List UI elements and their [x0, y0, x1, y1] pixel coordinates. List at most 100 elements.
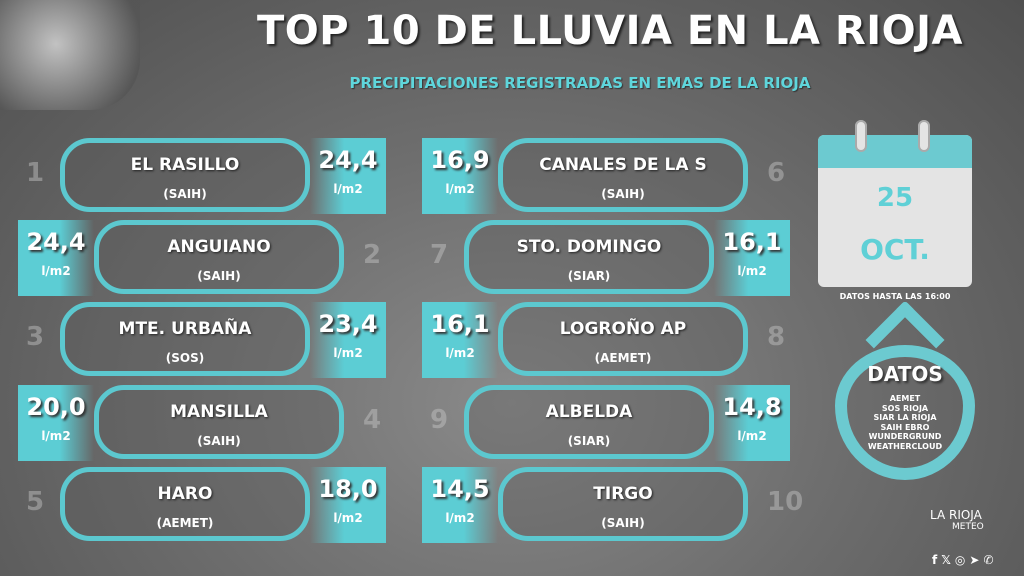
value-box: 18,0 l/m2 [310, 467, 386, 543]
station-card: CANALES DE LA S (SAIH) [498, 138, 748, 212]
source-item: SIAR LA RIOJA [873, 413, 937, 422]
value-box: 14,8 l/m2 [714, 385, 790, 461]
rain-value: 16,1 [430, 310, 490, 338]
ranking-row: 7 16,1 l/m2 STO. DOMINGO (SIAR) [422, 220, 792, 296]
calendar-ring [918, 120, 930, 152]
value-box: 24,4 l/m2 [18, 220, 94, 296]
source-item: SOS RIOJA [881, 403, 929, 413]
station-name: ALBELDA [545, 402, 633, 422]
station-name: CANALES DE LA S [539, 155, 707, 175]
rain-unit: l/m2 [333, 346, 363, 360]
rain-unit: l/m2 [445, 182, 475, 196]
telegram-icon[interactable]: ➤ [969, 553, 984, 567]
station-source: (SAIH) [197, 434, 241, 448]
rain-unit: l/m2 [445, 346, 475, 360]
logo: LA RIOJA METEO [930, 508, 984, 532]
rain-unit: l/m2 [737, 264, 767, 278]
x-icon[interactable]: 𝕏 [941, 553, 955, 567]
rain-value: 16,1 [722, 228, 782, 256]
rain-unit: l/m2 [41, 264, 71, 278]
rank-number: 6 [767, 158, 786, 188]
ranking-row: 1 24,4 l/m2 EL RASILLO (SAIH) [18, 138, 388, 214]
rank-number: 2 [363, 240, 382, 270]
rain-cloud-image [0, 0, 140, 110]
rank-number: 4 [363, 405, 382, 435]
whatsapp-icon[interactable]: ✆ [983, 553, 998, 567]
station-source: (AEMET) [594, 351, 652, 365]
value-box: 16,1 l/m2 [714, 220, 790, 296]
value-box: 16,1 l/m2 [422, 302, 498, 378]
station-source: (AEMET) [156, 516, 214, 530]
ranking-row: 5 18,0 l/m2 HARO (AEMET) [18, 467, 388, 543]
rain-value: 14,8 [722, 393, 782, 421]
station-card: TIRGO (SAIH) [498, 467, 748, 541]
page-subtitle: PRECIPITACIONES REGISTRADAS EN EMAS DE L… [349, 74, 811, 92]
value-box: 14,5 l/m2 [422, 467, 498, 543]
station-card: EL RASILLO (SAIH) [60, 138, 310, 212]
instagram-icon[interactable]: ◎ [954, 553, 970, 567]
rain-unit: l/m2 [41, 429, 71, 443]
station-source: (SOS) [165, 351, 205, 365]
data-time-note: DATOS HASTA LAS 16:00 [839, 292, 951, 301]
station-name: MTE. URBAÑA [118, 319, 252, 339]
station-card: HARO (AEMET) [60, 467, 310, 541]
rank-number: 10 [767, 487, 804, 517]
rain-value: 18,0 [318, 475, 378, 503]
source-item: WUNDERGRUND [868, 432, 942, 441]
rain-value: 16,9 [430, 146, 490, 174]
ranking-row: 10 14,5 l/m2 TIRGO (SAIH) [422, 467, 803, 543]
sources-title: DATOS [867, 362, 943, 386]
station-source: (SAIH) [197, 269, 241, 283]
station-source: (SAIH) [601, 516, 645, 530]
rank-number: 1 [26, 158, 45, 188]
rain-unit: l/m2 [333, 511, 363, 525]
rain-value: 24,4 [318, 146, 378, 174]
ranking-row: 8 16,1 l/m2 LOGROÑO AP (AEMET) [422, 302, 792, 378]
station-source: (SAIH) [163, 187, 207, 201]
rank-number: 3 [26, 322, 45, 352]
social-links: f𝕏◎➤✆ [932, 553, 998, 567]
station-name: EL RASILLO [130, 155, 240, 175]
sources-list: AEMET SOS RIOJA SIAR LA RIOJA SAIH EBRO … [835, 394, 975, 451]
station-name: ANGUIANO [167, 237, 271, 257]
ranking-row: 2 24,4 l/m2 ANGUIANO (SAIH) [18, 220, 388, 296]
facebook-icon[interactable]: f [932, 553, 942, 567]
logo-sub: METEO [952, 522, 984, 532]
source-item: AEMET [889, 394, 921, 403]
station-name: HARO [157, 484, 213, 504]
station-card: ALBELDA (SIAR) [464, 385, 714, 459]
rank-number: 5 [26, 487, 45, 517]
calendar-month: OCT. [860, 233, 930, 266]
ranking-row: 9 14,8 l/m2 ALBELDA (SIAR) [422, 385, 792, 461]
rain-value: 24,4 [26, 228, 86, 256]
station-card: MTE. URBAÑA (SOS) [60, 302, 310, 376]
station-card: STO. DOMINGO (SIAR) [464, 220, 714, 294]
rank-number: 9 [430, 405, 449, 435]
ranking-row: 4 20,0 l/m2 MANSILLA (SAIH) [18, 385, 388, 461]
station-name: STO. DOMINGO [516, 237, 662, 257]
station-card: ANGUIANO (SAIH) [94, 220, 344, 294]
station-source: (SAIH) [601, 187, 645, 201]
calendar: 25 OCT. [818, 135, 972, 287]
page-title: TOP 10 DE LLUVIA EN LA RIOJA [257, 8, 963, 54]
rank-number: 7 [430, 240, 449, 270]
value-box: 16,9 l/m2 [422, 138, 498, 214]
rank-number: 8 [767, 322, 786, 352]
station-source: (SIAR) [567, 434, 611, 448]
calendar-day: 25 [876, 183, 914, 213]
station-name: TIRGO [593, 484, 653, 504]
rain-unit: l/m2 [333, 182, 363, 196]
calendar-ring [855, 120, 867, 152]
station-card: LOGROÑO AP (AEMET) [498, 302, 748, 376]
value-box: 23,4 l/m2 [310, 302, 386, 378]
ranking-row: 6 16,9 l/m2 CANALES DE LA S (SAIH) [422, 138, 792, 214]
rain-unit: l/m2 [737, 429, 767, 443]
value-box: 20,0 l/m2 [18, 385, 94, 461]
logo-name: LA RIOJA [930, 508, 982, 522]
ranking-row: 3 23,4 l/m2 MTE. URBAÑA (SOS) [18, 302, 388, 378]
station-name: LOGROÑO AP [559, 319, 687, 339]
rain-unit: l/m2 [445, 511, 475, 525]
value-box: 24,4 l/m2 [310, 138, 386, 214]
source-item: WEATHERCLOUD [867, 441, 943, 451]
station-source: (SIAR) [567, 269, 611, 283]
